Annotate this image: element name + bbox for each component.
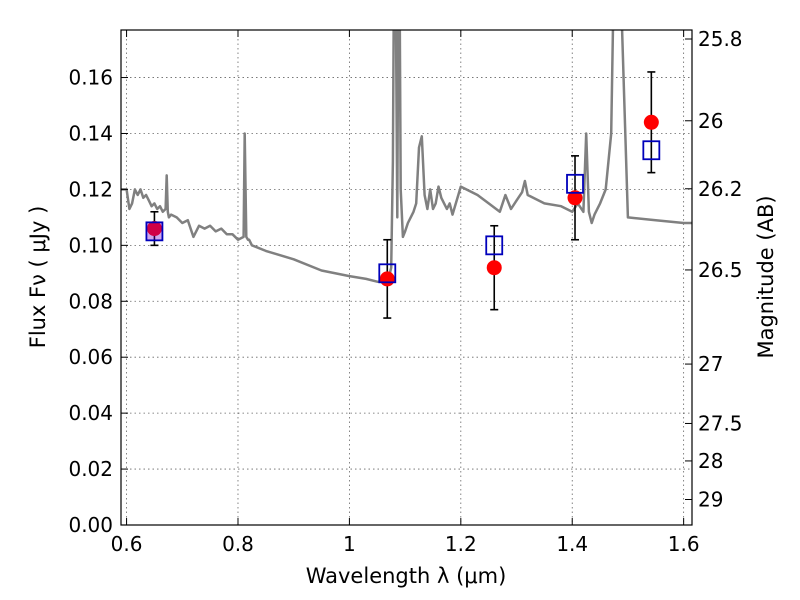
y2-tick-label: 26.5: [698, 258, 743, 282]
model-photometry-point: [566, 173, 584, 194]
y-tick-label: 0.16: [68, 66, 113, 90]
y2-tick-label: 27: [698, 352, 723, 376]
y-tick-label: 0.14: [68, 121, 113, 145]
model-photometry-point: [145, 221, 164, 242]
y-axis-right-label: Magnitude (AB): [754, 195, 778, 358]
y-tick-label: 0.10: [68, 233, 113, 257]
model-spectrum-line: [121, 30, 692, 286]
y2-tick-label: 26.2: [698, 177, 743, 201]
x-tick-label: 1.4: [556, 532, 588, 556]
grid: [121, 30, 692, 526]
y2-tick-label: 29: [698, 487, 723, 511]
y-axis-right: 25.8 26 26.2 26.5 27 27.5 28 29: [685, 27, 743, 511]
model-photometry-point: [642, 140, 661, 161]
x-tick-label: 0.8: [222, 532, 254, 556]
y-tick-label: 0.04: [68, 401, 113, 425]
y-tick-label: 0.08: [68, 289, 113, 313]
model-photometry-series: [145, 140, 661, 284]
observed-point: [379, 271, 395, 287]
x-axis: 0.6 0.8 1 1.2 1.4 1.6: [111, 30, 700, 556]
observed-point: [486, 260, 502, 276]
observed-point: [643, 114, 659, 130]
x-tick-label: 0.6: [111, 532, 143, 556]
y-tick-label: 0.06: [68, 345, 113, 369]
model-spectrum-series: [121, 30, 692, 286]
y-axis-label: Flux Fν ( μJy ): [26, 206, 50, 349]
y2-tick-label: 28: [698, 449, 723, 473]
y2-tick-label: 27.5: [698, 411, 743, 435]
model-photometry-point: [485, 235, 504, 256]
x-axis-label: Wavelength λ (μm): [306, 564, 507, 588]
observed-photometry-series: [146, 114, 659, 287]
plot-area: [121, 30, 692, 319]
y-tick-label: 0.12: [68, 177, 113, 201]
y-axis-left: 0.00 0.02 0.04 0.06 0.08 0.10 0.12 0.14 0.16: [68, 66, 128, 537]
observed-point: [567, 190, 583, 206]
plot-frame: [120, 29, 693, 526]
x-tick-label: 1.6: [668, 532, 700, 556]
y2-tick-label: 25.8: [698, 27, 743, 51]
x-tick-label: 1.2: [445, 532, 477, 556]
model-photometry-point: [378, 263, 397, 284]
x-tick-label: 1: [343, 532, 356, 556]
observed-point: [146, 221, 162, 237]
y-tick-label: 0.00: [68, 513, 113, 537]
y2-tick-label: 26: [698, 109, 723, 133]
y-tick-label: 0.02: [68, 457, 113, 481]
